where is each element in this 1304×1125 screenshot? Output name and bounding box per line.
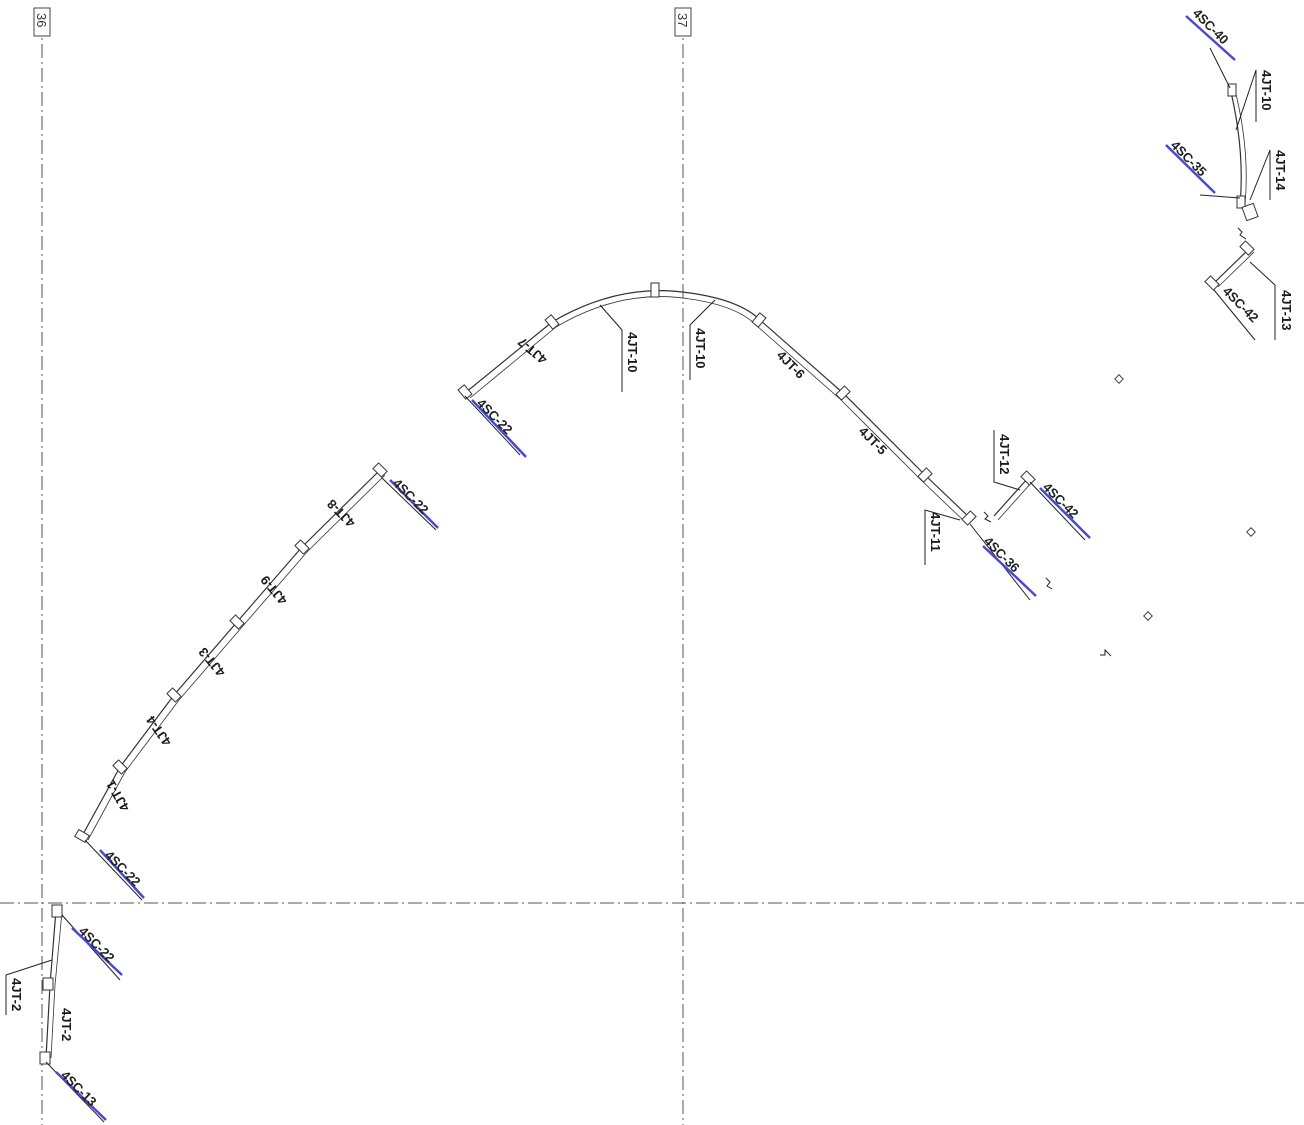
label-4sc-35: 4SC-35 <box>1168 138 1210 180</box>
label-4sc-13: 4SC-13 <box>58 1068 100 1110</box>
pipe-run <box>1213 247 1251 284</box>
leader-line <box>924 509 961 565</box>
hanger-mark <box>983 511 992 523</box>
annotation-strike <box>71 927 123 976</box>
leader-line <box>381 477 437 531</box>
top-right-assembly: 4JT-10 4JT-14 4SC-40 4SC-35 4JT-13 4SC-4… <box>1045 6 1294 657</box>
leader-line <box>993 430 1021 491</box>
label-4jt-10-top: 4JT-10 <box>1259 70 1274 110</box>
grid-tag-37: 37 <box>675 13 690 27</box>
leader-line <box>1249 149 1271 201</box>
pipe-support-block <box>372 462 388 478</box>
label-4jt-2-left: 4JT-2 <box>9 978 24 1011</box>
leader-line <box>45 1061 105 1123</box>
pipe-run-inner <box>1217 251 1255 288</box>
label-4jt-3: 4JT-3 <box>195 645 228 680</box>
leader-line <box>1249 261 1276 340</box>
pipe-support-block <box>294 539 310 555</box>
pipe-run <box>1229 87 1242 206</box>
label-4sc-22-bottom: 4SC-22 <box>76 924 118 966</box>
pipe-support-block <box>229 614 245 630</box>
pipe-support-block <box>42 977 54 991</box>
small-marker <box>1246 527 1256 537</box>
pipe-support-block <box>74 828 90 844</box>
label-4sc-36: 4SC-36 <box>981 534 1023 576</box>
grid-tag-36: 36 <box>34 13 49 27</box>
annotation-strike <box>55 1071 107 1121</box>
label-4jt-6: 4JT-6 <box>774 348 808 382</box>
label-4sc-22-arc: 4SC-22 <box>474 396 516 438</box>
pipe-run-branch <box>993 477 1029 517</box>
pipe-support-block <box>650 282 660 298</box>
pipe-support-block <box>1241 202 1259 222</box>
pipe-run-inner <box>1234 89 1247 206</box>
label-4jt-2: 4JT-2 <box>59 1008 74 1041</box>
pipe-run-branch-inner <box>997 481 1033 521</box>
lower-left-assembly: 4JT-8 4JT-9 4JT-3 4JT-4 4JT-1 4SC-22 4SC… <box>74 462 439 901</box>
pipe-support-block <box>917 467 933 483</box>
annotation-strike <box>982 545 1037 597</box>
pipe-run-diagonal-inner <box>87 474 386 841</box>
leader-line <box>1209 47 1231 89</box>
annotation-strike <box>99 849 145 899</box>
pipe-support-block <box>39 1051 51 1065</box>
label-4jt-10-arc-left: 4JT-10 <box>625 332 640 372</box>
pipe-support-block <box>166 687 182 703</box>
annotation-strike <box>1039 487 1091 539</box>
pipe-run-vertical-inner <box>50 911 63 1059</box>
leader-line <box>84 839 143 901</box>
label-4jt-13: 4JT-13 <box>1279 290 1294 330</box>
annotation-strike <box>471 399 527 458</box>
annotation-strike <box>389 479 439 529</box>
pipe-support-block <box>1204 275 1220 291</box>
pipe-support-block <box>544 314 560 330</box>
label-4jt-14: 4JT-14 <box>1273 150 1288 191</box>
leader-line <box>464 395 521 456</box>
central-arc-assembly: 4JT-10 4JT-10 4JT-7 4JT-6 4JT-5 4JT-11 4… <box>457 282 1091 601</box>
label-4jt-10-arc-right: 4JT-10 <box>693 328 708 368</box>
label-4jt-8: 4JT-8 <box>324 496 358 530</box>
label-4jt-11: 4JT-11 <box>928 512 943 552</box>
leader-line <box>689 299 716 380</box>
leader-line <box>1235 69 1257 131</box>
annotation-strike <box>1185 15 1236 61</box>
grid-tag-box-37 <box>674 7 692 37</box>
label-4jt-5: 4JT-5 <box>856 424 890 458</box>
pipe-support-block <box>1239 240 1255 256</box>
pipe-support-block <box>112 759 128 775</box>
pipe-support-block <box>1236 195 1246 209</box>
hanger-mark <box>1237 227 1247 240</box>
leader-line <box>1029 481 1086 541</box>
hanger-mark <box>1045 577 1053 590</box>
pipe-run-arc-inner <box>469 296 966 523</box>
label-4jt-7: 4JT-7 <box>515 334 550 367</box>
grid-lines: 36 37 <box>0 7 1304 1125</box>
grid-tag-box-36 <box>33 7 51 37</box>
pipe-support-block <box>1020 470 1036 486</box>
label-4jt-1: 4JT-1 <box>103 778 133 814</box>
label-4sc-22-lower: 4SC-22 <box>102 848 144 890</box>
small-marker <box>1114 374 1124 384</box>
leader-line <box>1199 194 1241 199</box>
pipe-support-block <box>835 385 851 401</box>
label-4jt-9: 4JT-9 <box>257 573 290 608</box>
leader-line <box>599 304 623 392</box>
label-4sc-22-upper: 4SC-22 <box>390 476 432 518</box>
pipe-run-arc <box>464 290 971 519</box>
annotation-strike <box>1165 144 1216 194</box>
hanger-mark <box>1100 648 1112 657</box>
leader-line <box>5 959 53 1015</box>
pipe-run-diagonal <box>81 469 381 837</box>
bottom-left-assembly: 4JT-2 4JT-2 4SC-22 4SC-13 <box>5 904 123 1123</box>
pipe-support-block <box>1227 83 1237 97</box>
pipe-support-block <box>961 510 977 526</box>
label-4jt-12: 4JT-12 <box>997 434 1012 474</box>
pipe-support-block <box>751 312 767 328</box>
pipe-support-block <box>457 384 473 400</box>
leader-line <box>1213 289 1256 341</box>
small-marker <box>1143 611 1153 621</box>
pipe-support-block <box>51 904 63 918</box>
